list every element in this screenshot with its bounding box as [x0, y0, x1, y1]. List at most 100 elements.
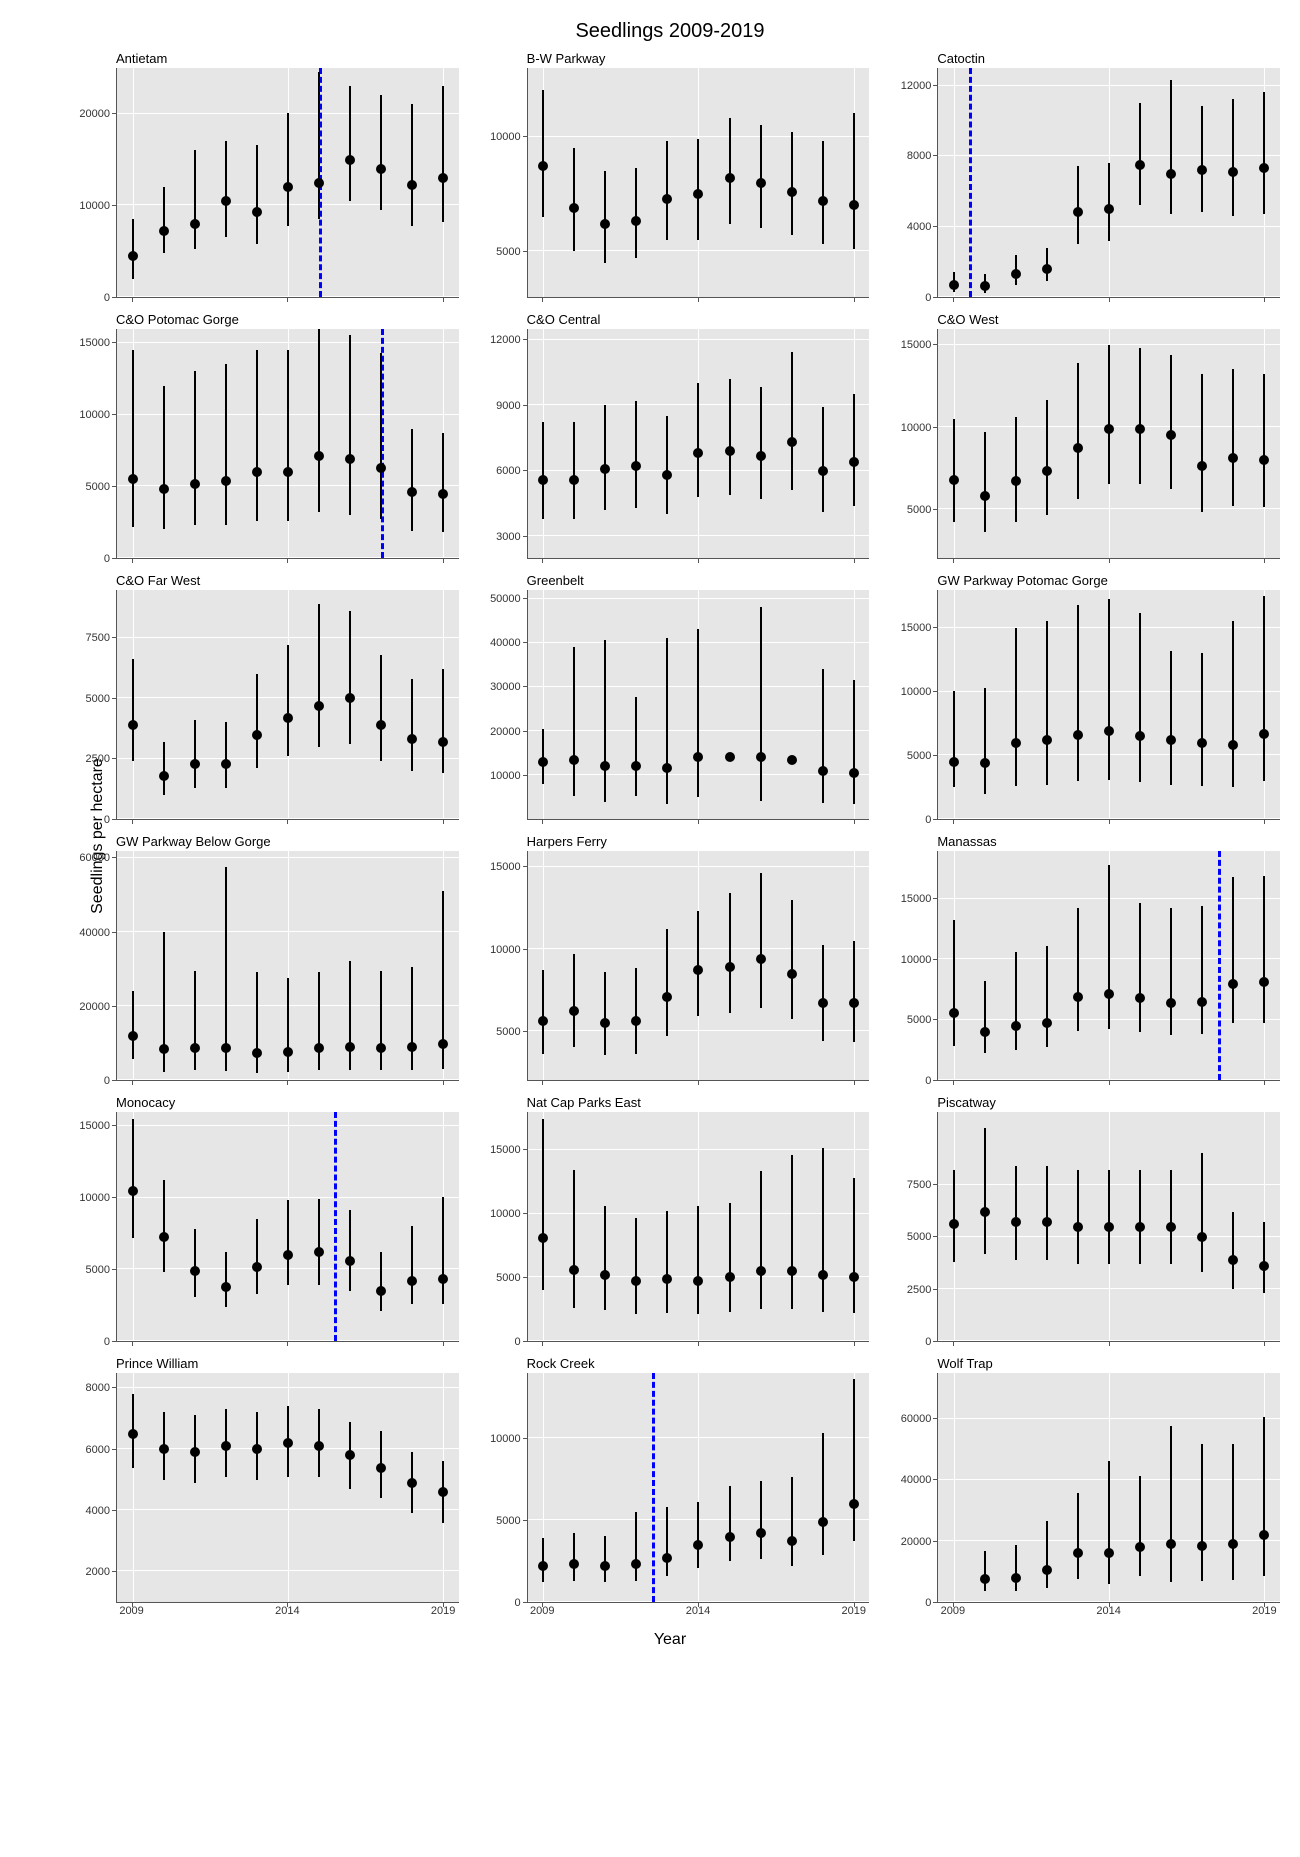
panel: Piscatway0250050007500 — [881, 1095, 1280, 1348]
y-tick-label: 15000 — [901, 622, 932, 634]
x-axis — [116, 559, 459, 565]
y-tick-label: 40000 — [79, 927, 110, 939]
error-bar — [256, 1219, 258, 1294]
error-bar — [729, 1486, 731, 1562]
error-bar — [1139, 903, 1141, 1031]
data-point — [1042, 1018, 1052, 1028]
panel: GW Parkway Potomac Gorge050001000015000 — [881, 573, 1280, 826]
panel: C&O West50001000015000 — [881, 312, 1280, 565]
error-bar — [1170, 1426, 1172, 1582]
y-tick-label: 5000 — [907, 750, 931, 762]
data-point — [787, 187, 797, 197]
error-bar — [697, 629, 699, 797]
data-point — [1228, 1539, 1238, 1549]
panel-title: Harpers Ferry — [471, 834, 870, 849]
error-bar — [132, 659, 134, 761]
error-bar — [604, 640, 606, 802]
data-point — [1104, 989, 1114, 999]
data-point — [252, 207, 262, 217]
data-point — [190, 1043, 200, 1053]
y-tick-label: 0 — [104, 814, 110, 826]
reference-vline — [969, 68, 972, 297]
data-point — [252, 467, 262, 477]
error-bar — [791, 1155, 793, 1310]
data-point — [693, 752, 703, 762]
error-bar — [542, 970, 544, 1054]
data-point — [1259, 1261, 1269, 1271]
data-point — [159, 1232, 169, 1242]
data-point — [1073, 730, 1083, 740]
data-point — [1166, 169, 1176, 179]
x-axis — [116, 298, 459, 304]
panel-title: GW Parkway Potomac Gorge — [881, 573, 1280, 588]
data-point — [1135, 993, 1145, 1003]
panel-title: Piscatway — [881, 1095, 1280, 1110]
data-point — [949, 757, 959, 767]
data-point — [345, 1256, 355, 1266]
y-tick-label: 4000 — [86, 1505, 110, 1517]
error-bar — [1263, 876, 1265, 1024]
error-bar — [1139, 1170, 1141, 1264]
data-point — [725, 962, 735, 972]
y-tick-label: 10000 — [901, 954, 932, 966]
error-bar — [1201, 106, 1203, 212]
y-tick-label: 15000 — [490, 1144, 521, 1156]
error-bar — [411, 1226, 413, 1304]
data-point — [756, 451, 766, 461]
data-point — [1259, 455, 1269, 465]
x-axis — [116, 1342, 459, 1348]
error-bar — [1232, 621, 1234, 787]
y-tick-label: 20000 — [79, 108, 110, 120]
data-point — [600, 1018, 610, 1028]
data-point — [159, 484, 169, 494]
error-bar — [791, 352, 793, 490]
x-axis — [116, 1081, 459, 1087]
y-axis: 0500010000 — [471, 1373, 527, 1603]
y-axis: 500010000 — [471, 68, 527, 298]
y-tick-label: 7500 — [86, 632, 110, 644]
panel: B-W Parkway500010000 — [471, 51, 870, 304]
error-bar — [1077, 166, 1079, 244]
error-bar — [822, 945, 824, 1040]
error-bar — [1232, 877, 1234, 1023]
data-point — [128, 474, 138, 484]
error-bar — [635, 1218, 637, 1314]
data-point — [283, 1438, 293, 1448]
error-bar — [1015, 628, 1017, 786]
data-point — [1135, 1542, 1145, 1552]
panel-title: Wolf Trap — [881, 1356, 1280, 1371]
error-bar — [573, 422, 575, 518]
panel-title: Antietam — [60, 51, 459, 66]
data-point — [1259, 977, 1269, 987]
data-point — [849, 1499, 859, 1509]
error-bar — [256, 674, 258, 768]
data-point — [1228, 740, 1238, 750]
x-tick-label: 2009 — [530, 1605, 554, 1617]
y-tick-label: 20000 — [901, 1536, 932, 1548]
error-bar — [542, 1119, 544, 1290]
error-bar — [604, 1206, 606, 1311]
data-point — [128, 1186, 138, 1196]
y-tick-label: 0 — [104, 553, 110, 565]
data-point — [190, 1266, 200, 1276]
x-axis — [527, 1342, 870, 1348]
panel: C&O Far West0250050007500 — [60, 573, 459, 826]
plot-area — [527, 851, 870, 1081]
y-tick-label: 15000 — [901, 339, 932, 351]
y-axis: 0200004000060000 — [60, 851, 116, 1081]
plot-area — [937, 329, 1280, 559]
x-axis — [937, 820, 1280, 826]
y-tick-label: 0 — [925, 814, 931, 826]
data-point — [569, 475, 579, 485]
data-point — [1073, 1548, 1083, 1558]
data-point — [662, 763, 672, 773]
y-tick-label: 10000 — [490, 131, 521, 143]
data-point — [283, 1250, 293, 1260]
error-bar — [635, 1512, 637, 1581]
data-point — [756, 954, 766, 964]
y-tick-label: 15000 — [79, 337, 110, 349]
y-axis: 050001000015000 — [60, 329, 116, 559]
panel: Antietam01000020000 — [60, 51, 459, 304]
error-bar — [1263, 374, 1265, 507]
error-bar — [225, 1252, 227, 1307]
